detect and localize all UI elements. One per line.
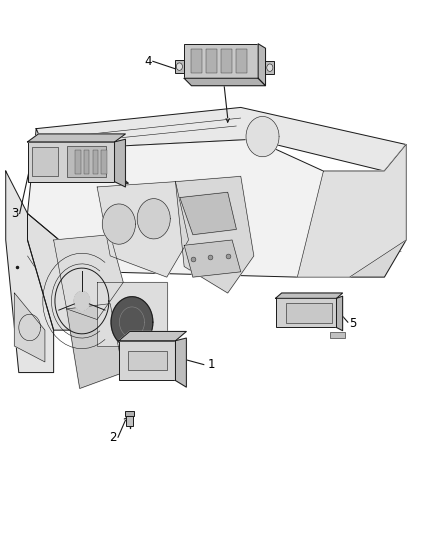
Bar — [221, 49, 232, 73]
Bar — [28, 142, 115, 182]
Polygon shape — [6, 171, 53, 373]
Polygon shape — [137, 199, 170, 239]
Polygon shape — [67, 304, 123, 389]
Text: 2: 2 — [109, 431, 117, 444]
Polygon shape — [180, 192, 237, 235]
Polygon shape — [119, 332, 186, 341]
Polygon shape — [97, 182, 188, 277]
Text: 5: 5 — [350, 317, 357, 330]
Circle shape — [267, 64, 273, 71]
Circle shape — [177, 63, 183, 70]
Bar — [184, 44, 258, 78]
Polygon shape — [97, 282, 167, 346]
Bar — [102, 150, 107, 174]
Polygon shape — [184, 240, 241, 277]
Bar — [330, 332, 345, 338]
Polygon shape — [184, 78, 265, 86]
Bar — [127, 351, 167, 370]
Polygon shape — [28, 214, 97, 330]
Polygon shape — [297, 144, 406, 277]
Bar — [175, 60, 184, 73]
Polygon shape — [28, 128, 406, 277]
Polygon shape — [258, 44, 265, 86]
Bar — [75, 150, 81, 174]
Bar — [32, 147, 58, 176]
Text: 3: 3 — [11, 207, 19, 220]
Bar — [93, 150, 98, 174]
Bar — [126, 414, 133, 425]
Polygon shape — [176, 176, 254, 293]
Text: 1: 1 — [208, 358, 215, 371]
Polygon shape — [246, 117, 279, 157]
Bar — [67, 146, 106, 177]
Polygon shape — [14, 293, 45, 362]
Text: 4: 4 — [144, 55, 152, 68]
Polygon shape — [115, 139, 125, 187]
Polygon shape — [74, 292, 90, 311]
Bar — [125, 411, 134, 416]
Polygon shape — [53, 235, 123, 319]
Polygon shape — [176, 338, 186, 387]
Bar — [276, 298, 336, 327]
Polygon shape — [336, 296, 343, 330]
Bar — [237, 49, 247, 73]
Polygon shape — [36, 108, 406, 171]
Bar — [265, 61, 274, 74]
Polygon shape — [350, 144, 406, 277]
Bar — [119, 341, 176, 381]
Polygon shape — [276, 293, 343, 298]
Bar — [84, 150, 89, 174]
Bar — [206, 49, 217, 73]
Bar — [191, 49, 201, 73]
Bar — [286, 303, 332, 323]
Polygon shape — [28, 134, 125, 142]
Polygon shape — [102, 204, 135, 244]
Polygon shape — [111, 297, 153, 348]
